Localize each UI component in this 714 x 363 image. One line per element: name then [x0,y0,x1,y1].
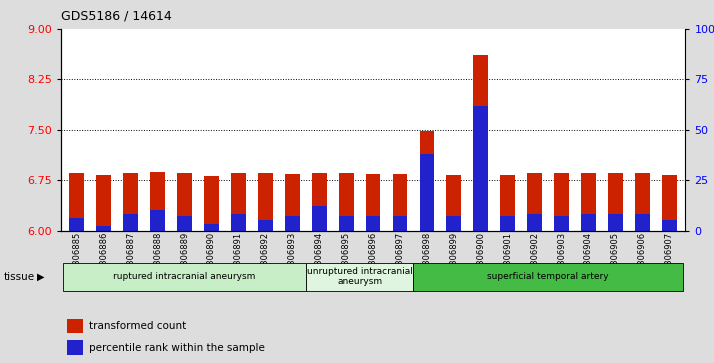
Bar [413,263,683,291]
Bar [420,154,434,231]
Bar [124,215,138,231]
Bar [581,174,596,231]
Bar [69,174,84,231]
Bar [527,174,542,231]
Bar [635,215,650,231]
Bar [124,174,138,231]
Bar [67,340,83,355]
Bar [177,174,192,231]
Bar [96,227,111,231]
Bar [446,216,461,231]
Bar [96,175,111,231]
Text: tissue: tissue [4,272,35,282]
Bar [258,174,273,231]
Text: GDS5186 / 14614: GDS5186 / 14614 [61,9,171,22]
Bar [67,319,83,333]
Bar [473,106,488,231]
Bar [501,216,515,231]
Bar [366,216,381,231]
Bar [64,263,306,291]
Bar [204,176,219,231]
Bar [177,216,192,231]
Bar [231,215,246,231]
Bar [581,215,596,231]
Bar [204,224,219,231]
Bar [527,215,542,231]
Text: superficial temporal artery: superficial temporal artery [487,272,609,281]
Bar [69,219,84,231]
Text: ruptured intracranial aneurysm: ruptured intracranial aneurysm [114,272,256,281]
Bar [608,173,623,231]
Bar [338,174,353,231]
Bar [635,174,650,231]
Bar [473,54,488,231]
Bar [554,216,569,231]
Bar [258,220,273,231]
Text: transformed count: transformed count [89,321,186,331]
Bar [150,172,165,231]
Bar [150,211,165,231]
Text: percentile rank within the sample: percentile rank within the sample [89,343,265,352]
Bar [554,174,569,231]
Bar [366,174,381,231]
Bar [662,220,677,231]
Bar [312,173,326,231]
Bar [608,215,623,231]
Bar [285,174,300,231]
Bar [393,216,408,231]
Bar [312,206,326,231]
Text: ▶: ▶ [37,272,45,282]
Bar [338,216,353,231]
Bar [501,175,515,231]
Text: unruptured intracranial
aneurysm: unruptured intracranial aneurysm [307,267,413,286]
Bar [285,216,300,231]
Bar [393,174,408,231]
Bar [306,263,413,291]
Bar [420,131,434,231]
Bar [446,175,461,231]
Bar [231,174,246,231]
Bar [662,175,677,231]
